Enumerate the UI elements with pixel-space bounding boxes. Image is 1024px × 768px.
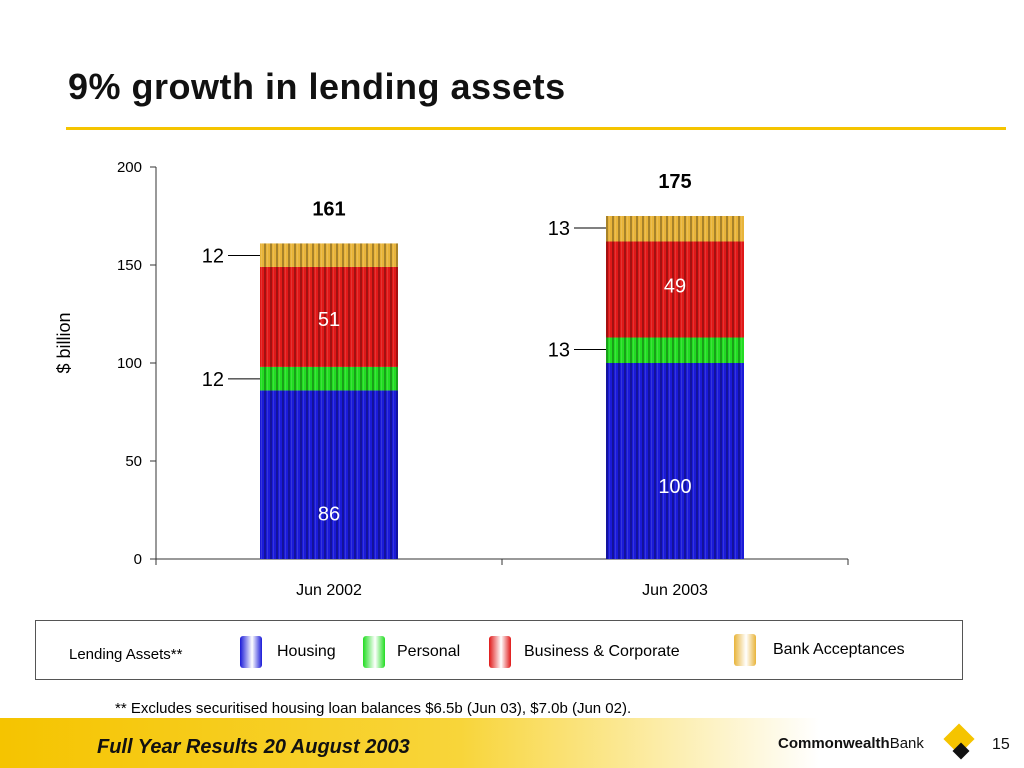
x-tick-label: Jun 2003 (642, 582, 708, 599)
bar-segment-texture (606, 363, 744, 559)
bar-segment-texture (606, 241, 744, 338)
legend-label-personal: Personal (397, 643, 461, 660)
brand-light: Bank (889, 735, 924, 752)
brand-bold: Commonwealth (778, 735, 890, 752)
x-tick-label: Jun 2002 (296, 582, 362, 599)
lending-assets-chart: 0 50 100 150 200 $ billion 86 12 51 12 161 Jun 200… (54, 159, 849, 599)
bar-total-label: 161 (312, 198, 345, 220)
y-tick-label: 150 (117, 257, 142, 274)
y-axis-title: $ billion (54, 312, 74, 373)
legend-swatch-personal (363, 636, 385, 668)
legend: Lending Assets** Housing Personal Busine… (35, 620, 963, 680)
data-label: 49 (664, 276, 686, 298)
bar-segment-texture (260, 266, 398, 367)
bar-segment-texture (606, 337, 744, 363)
y-tick-label: 200 (117, 159, 142, 176)
data-label: 86 (318, 504, 340, 526)
legend-swatch-bank-acceptances (734, 634, 756, 666)
legend-label-business-corporate: Business & Corporate (524, 643, 680, 660)
data-label: 13 (548, 340, 570, 362)
data-label: 13 (548, 218, 570, 240)
data-label: 12 (202, 369, 224, 391)
data-label: 100 (658, 476, 691, 498)
title-divider (66, 127, 1006, 130)
y-tick-label: 50 (125, 453, 142, 470)
legend-swatch-housing (240, 636, 262, 668)
y-tick-label: 0 (134, 551, 142, 568)
brand-logo-text: CommonwealthBank (778, 735, 924, 752)
legend-title: Lending Assets** (69, 646, 183, 663)
page-title: 9% growth in lending assets (68, 66, 566, 107)
y-tick-label: 100 (117, 355, 142, 372)
legend-label-bank-acceptances: Bank Acceptances (773, 641, 905, 658)
bar-segment-texture (606, 216, 744, 242)
data-label: 12 (202, 245, 224, 267)
bar-segment-texture (260, 366, 398, 391)
footer-event: Full Year Results 20 August 2003 (97, 736, 410, 758)
bar-segment-texture (260, 390, 398, 559)
legend-swatch-business-corporate (489, 636, 511, 668)
bar-segment-texture (260, 243, 398, 267)
legend-label-housing: Housing (277, 643, 336, 660)
footnote: ** Excludes securitised housing loan bal… (115, 700, 632, 717)
data-label: 51 (318, 309, 340, 331)
page-number: 15 (992, 736, 1010, 753)
bar-total-label: 175 (658, 171, 691, 193)
footer-band (0, 718, 1024, 768)
